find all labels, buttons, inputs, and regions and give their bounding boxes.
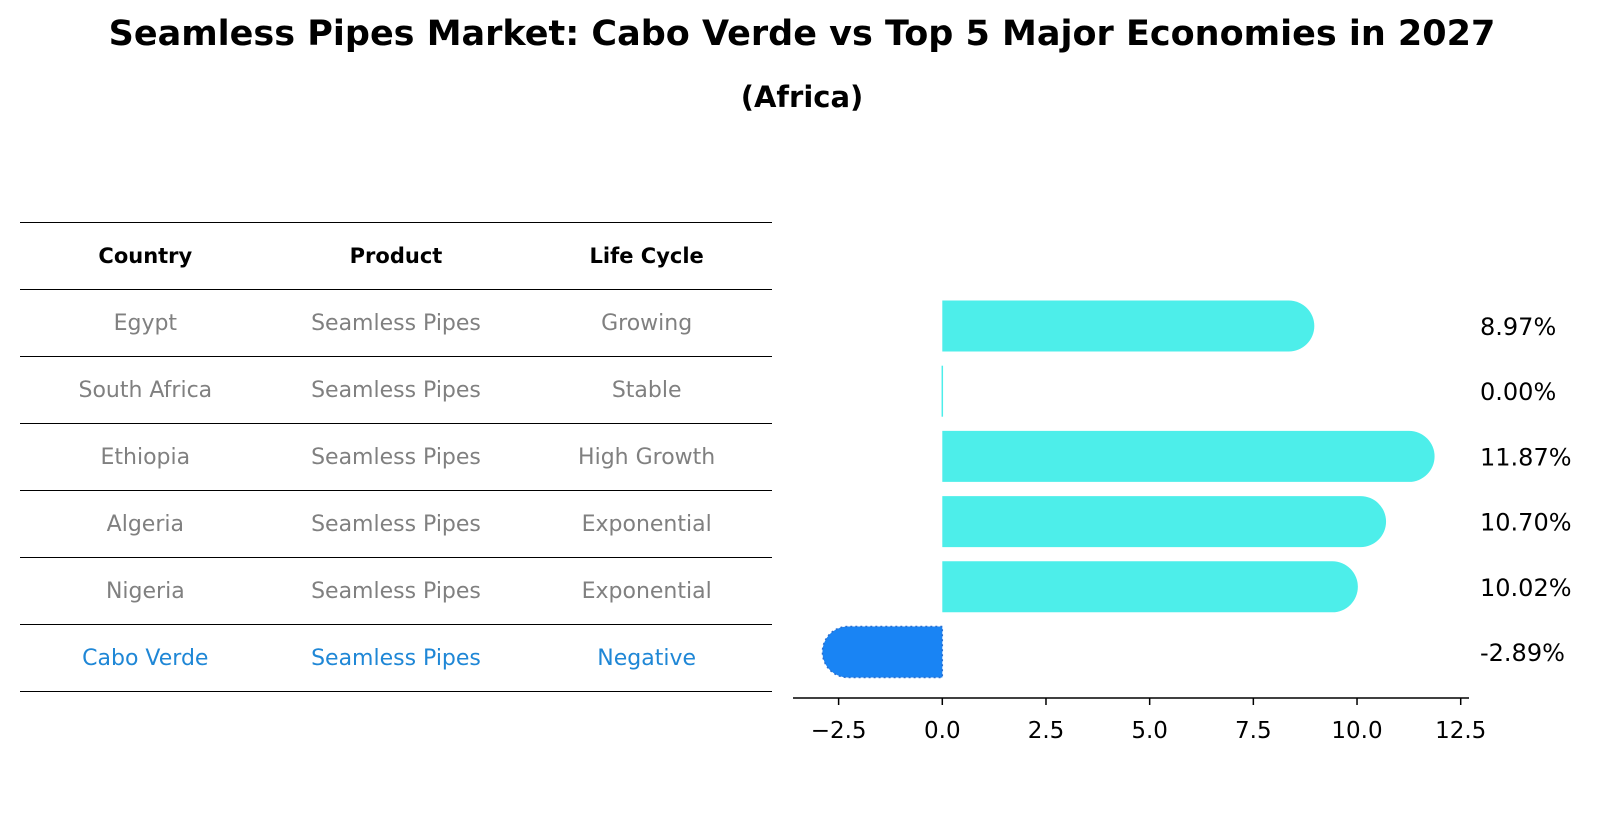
cell-country: Algeria: [20, 490, 271, 558]
cell-product: Seamless Pipes: [270, 356, 522, 424]
cell-country: Nigeria: [20, 557, 271, 625]
cell-product: Seamless Pipes: [270, 289, 522, 357]
cell-life-cycle: Growing: [521, 289, 772, 357]
cell-product: Seamless Pipes: [270, 624, 522, 692]
cell-product: Seamless Pipes: [270, 557, 522, 625]
table-row: South Africa Seamless Pipes Stable: [20, 356, 772, 424]
table-header-row: Country Product Life Cycle: [20, 222, 772, 290]
x-tick-label: 7.5: [1235, 718, 1272, 744]
x-tick-label: 0.0: [924, 718, 961, 744]
cell-life-cycle: Negative: [521, 624, 772, 692]
data-label-cabo-verde: -2.89%: [1480, 639, 1565, 667]
cell-life-cycle: Exponential: [521, 490, 772, 558]
cell-country: South Africa: [20, 356, 271, 424]
cell-product: Seamless Pipes: [270, 423, 522, 491]
bar-ethiopia: [942, 430, 1435, 482]
comparison-table: Country Product Life Cycle Egypt Seamles…: [20, 222, 772, 692]
data-label-egypt: 8.97%: [1480, 313, 1556, 341]
bar-algeria: [942, 496, 1387, 548]
column-header-life-cycle: Life Cycle: [521, 222, 772, 290]
bar-south-africa: [941, 365, 944, 417]
x-tick-label: 5.0: [1131, 718, 1168, 744]
x-tick-label: 10.0: [1331, 718, 1382, 744]
table-row: Nigeria Seamless Pipes Exponential: [20, 557, 772, 625]
table-row: Ethiopia Seamless Pipes High Growth: [20, 423, 772, 491]
chart-subtitle: (Africa): [740, 80, 864, 114]
cell-country: Ethiopia: [20, 423, 271, 491]
data-label-ethiopia: 11.87%: [1480, 443, 1572, 471]
cell-life-cycle: Exponential: [521, 557, 772, 625]
data-label-nigeria: 10.02%: [1480, 574, 1572, 602]
column-header-product: Product: [270, 222, 522, 290]
x-tick-label: 2.5: [1028, 718, 1065, 744]
column-header-country: Country: [20, 222, 271, 290]
cell-product: Seamless Pipes: [270, 490, 522, 558]
bar-cabo-verde: [821, 625, 944, 679]
x-tick-label: 12.5: [1435, 718, 1486, 744]
chart-title: Seamless Pipes Market: Cabo Verde vs Top…: [108, 14, 1496, 54]
cell-life-cycle: Stable: [521, 356, 772, 424]
data-label-south-africa: 0.00%: [1480, 378, 1556, 406]
data-label-algeria: 10.70%: [1480, 509, 1572, 537]
table-row: Egypt Seamless Pipes Growing: [20, 289, 772, 357]
cell-life-cycle: High Growth: [521, 423, 772, 491]
cell-country: Cabo Verde: [20, 624, 271, 692]
table-row: Algeria Seamless Pipes Exponential: [20, 490, 772, 558]
table-row-highlighted: Cabo Verde Seamless Pipes Negative: [20, 624, 772, 692]
bar-egypt: [942, 300, 1315, 352]
cell-country: Egypt: [20, 289, 271, 357]
x-tick-label: −2.5: [811, 718, 867, 744]
bar-nigeria: [942, 561, 1358, 613]
